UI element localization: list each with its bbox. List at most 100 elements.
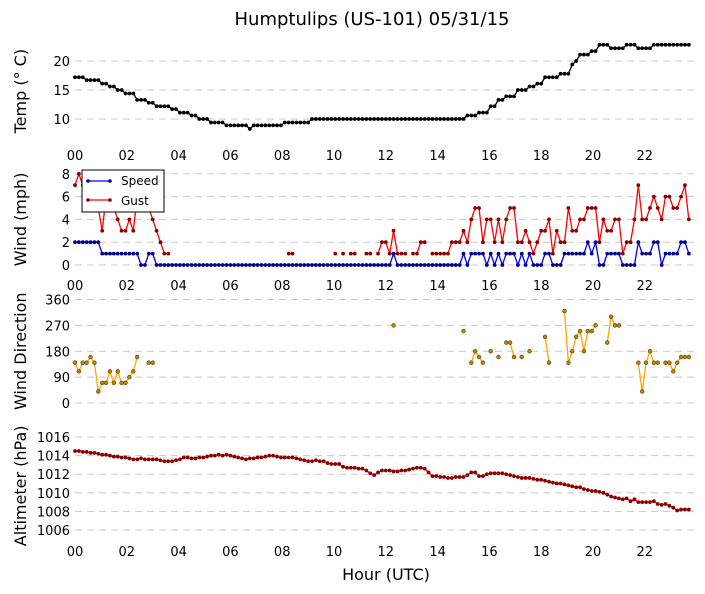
data-point	[648, 206, 652, 210]
data-point	[488, 217, 493, 222]
data-point	[597, 489, 602, 494]
data-point	[566, 71, 571, 76]
data-point	[453, 240, 458, 245]
series-segment	[552, 230, 558, 254]
data-point	[663, 502, 668, 506]
data-point	[620, 46, 625, 51]
data-point	[111, 380, 117, 386]
data-point	[644, 46, 648, 51]
data-point	[593, 489, 598, 493]
data-point	[644, 500, 648, 505]
data-point	[651, 499, 656, 504]
series-segment	[563, 310, 570, 363]
data-point	[647, 349, 653, 354]
series-segment	[385, 241, 391, 254]
data-point	[632, 42, 637, 47]
x-tick-label: 02	[119, 545, 136, 560]
data-point	[181, 455, 186, 460]
data-point	[605, 340, 610, 345]
data-point	[341, 464, 345, 469]
data-point	[100, 81, 105, 86]
data-point	[582, 52, 586, 57]
data-point	[531, 251, 536, 256]
series-segment	[676, 196, 682, 209]
data-point	[76, 75, 81, 80]
data-point	[632, 217, 637, 222]
data-point	[671, 369, 676, 374]
data-point	[554, 228, 559, 233]
data-point	[88, 450, 93, 455]
series-segment	[661, 253, 667, 266]
data-point	[453, 117, 458, 121]
data-point	[244, 457, 248, 462]
data-point	[96, 451, 101, 456]
data-point	[655, 206, 660, 210]
data-point	[648, 251, 652, 256]
data-point	[72, 360, 78, 365]
series-segment	[389, 253, 395, 266]
data-point	[624, 496, 629, 501]
x-tick-label: 20	[585, 149, 602, 164]
data-point	[88, 240, 93, 245]
x-tick-label: 12	[378, 279, 395, 294]
data-point	[449, 476, 454, 480]
data-point	[236, 263, 241, 267]
series-segment	[684, 241, 690, 254]
data-point	[418, 117, 423, 121]
data-point	[449, 240, 454, 245]
data-point	[659, 42, 664, 47]
data-point	[686, 251, 691, 256]
series-segment	[155, 230, 162, 243]
data-point	[582, 217, 586, 222]
data-point	[523, 228, 528, 233]
data-point	[535, 81, 540, 86]
series-segment	[97, 241, 103, 254]
data-point	[135, 457, 140, 462]
data-point	[589, 328, 594, 334]
data-point	[76, 449, 81, 453]
data-point	[686, 42, 691, 47]
data-point	[461, 228, 466, 233]
data-point	[76, 171, 81, 176]
series-segment	[93, 362, 99, 392]
wind-series-gust	[73, 171, 691, 256]
data-point	[519, 354, 524, 360]
data-point	[387, 117, 392, 121]
data-point	[271, 123, 276, 128]
data-point	[675, 251, 680, 256]
data-point	[84, 78, 89, 83]
data-point	[364, 251, 369, 256]
data-point	[279, 455, 283, 460]
series-segment	[610, 219, 616, 232]
data-point	[146, 360, 152, 365]
data-point	[360, 263, 365, 267]
x-tick-label: 22	[637, 545, 654, 560]
series-segment	[583, 241, 589, 254]
data-point	[550, 480, 555, 485]
series-segment	[392, 253, 399, 266]
y-tick-label: 6	[62, 191, 70, 206]
data-point	[492, 263, 497, 267]
data-point	[251, 123, 256, 128]
data-point	[496, 471, 501, 476]
series-segment	[587, 241, 593, 254]
data-point	[457, 475, 462, 479]
data-point	[679, 507, 683, 512]
data-point	[146, 251, 151, 256]
data-point	[442, 263, 446, 267]
series-segment	[645, 207, 651, 220]
data-point	[430, 474, 435, 478]
data-point	[154, 263, 159, 267]
data-point	[146, 100, 151, 105]
data-point	[457, 117, 462, 121]
data-point	[484, 263, 489, 267]
data-point	[578, 251, 582, 256]
data-point	[403, 468, 408, 473]
data-point	[679, 42, 683, 47]
data-point	[608, 314, 614, 319]
data-point	[597, 42, 602, 47]
data-point	[290, 251, 295, 256]
data-point	[127, 456, 132, 461]
series-segment	[152, 219, 158, 232]
data-point	[139, 263, 143, 267]
